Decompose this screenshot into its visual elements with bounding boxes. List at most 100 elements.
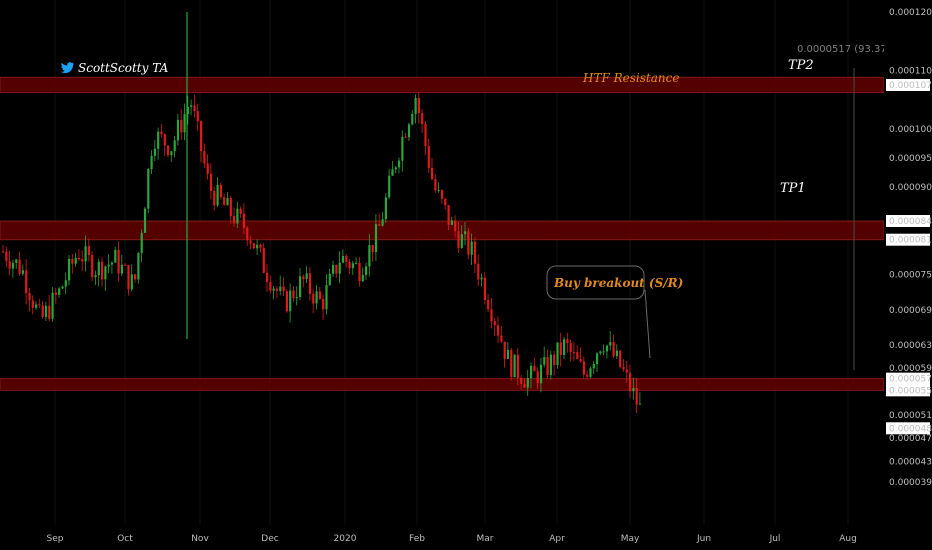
candle-body — [454, 220, 457, 232]
candle-body — [516, 354, 519, 378]
candle-body — [487, 299, 490, 310]
candle-body — [351, 263, 354, 269]
candle-body — [315, 291, 318, 304]
candle-body — [77, 257, 81, 260]
candle-body — [407, 124, 411, 138]
candle-body — [213, 190, 216, 206]
candle-body — [596, 353, 599, 365]
candle-body — [183, 114, 186, 133]
candle-body — [200, 121, 203, 152]
candle-body — [368, 244, 371, 267]
candle-body — [622, 366, 625, 370]
candle-body — [404, 136, 407, 138]
candle-body — [2, 251, 5, 253]
candle-body — [563, 339, 566, 355]
candle-body — [35, 304, 38, 308]
candle-body — [275, 288, 279, 291]
candle-body — [480, 277, 483, 280]
candle-body — [609, 342, 612, 346]
candle-body — [533, 365, 536, 372]
candle-body — [355, 262, 358, 264]
candle-body — [632, 388, 635, 392]
candle-body — [335, 264, 338, 274]
candle-body — [341, 255, 345, 263]
candle-body — [64, 280, 67, 287]
candle-body — [71, 258, 74, 264]
y-tick-label: 0.0000487 — [889, 424, 932, 434]
candle-body — [384, 197, 387, 220]
candle-body — [170, 151, 173, 156]
candle-body — [272, 288, 275, 291]
candle-body — [440, 190, 444, 199]
candle-body — [120, 264, 123, 274]
candle-body — [308, 273, 312, 294]
candle-body — [229, 197, 232, 217]
candle-body — [374, 224, 378, 253]
candle-body — [91, 255, 94, 278]
candle-body — [163, 134, 166, 146]
candle-body — [61, 286, 64, 289]
x-tick-label: Sep — [47, 534, 64, 544]
candle-body — [137, 252, 140, 280]
candle-body — [381, 219, 384, 226]
candle-body — [431, 167, 434, 179]
x-tick-label: Mar — [477, 534, 494, 544]
candle-body — [285, 291, 288, 312]
candle-body — [48, 305, 51, 319]
candle-body — [236, 208, 239, 224]
candle-body — [450, 220, 453, 225]
author-tag: ScottScotty TA — [61, 61, 169, 75]
y-tick-label: 0.0000395 — [889, 478, 932, 488]
candle-body — [74, 257, 77, 264]
x-tick-label: Dec — [261, 534, 278, 544]
candle-body — [186, 106, 189, 115]
candle-body — [31, 300, 34, 308]
x-tick-label: 2020 — [334, 534, 357, 544]
x-tick-label: Feb — [409, 534, 425, 544]
author-label: ScottScotty TA — [78, 61, 169, 75]
x-tick-label: Jul — [769, 534, 781, 544]
candle-body — [87, 246, 90, 256]
candle-body — [345, 255, 348, 262]
candle-body — [117, 249, 120, 274]
candle-body — [358, 262, 361, 282]
candle-body — [503, 341, 506, 359]
x-tick-label: Apr — [549, 534, 565, 544]
candle-body — [84, 246, 87, 262]
candle-body — [25, 270, 28, 293]
candle-body — [206, 163, 209, 174]
measure-label: 0.0000517 (93.37%) — [797, 44, 900, 55]
candle-body — [378, 224, 381, 226]
candle-body — [167, 145, 170, 156]
candle-body — [371, 244, 374, 253]
candle-body — [173, 140, 176, 152]
candle-body — [546, 357, 549, 376]
y-tick-label: 0.0001075 — [889, 81, 932, 91]
candle-body — [21, 270, 24, 274]
candle-body — [467, 231, 470, 255]
candle-body — [411, 113, 414, 125]
candle-body — [394, 167, 397, 170]
candle-body — [209, 173, 213, 191]
breakout-box — [546, 265, 645, 300]
candle-body — [526, 378, 529, 388]
candle-body — [447, 205, 450, 225]
candle-body — [460, 234, 463, 248]
price-label-box — [886, 233, 930, 246]
candle-body — [41, 305, 44, 317]
candle-body — [434, 178, 437, 191]
breakout-label: Buy breakout (S/R) — [553, 276, 683, 290]
x-tick-label: Aug — [839, 534, 857, 544]
candle-body — [249, 240, 252, 244]
candle-body — [160, 131, 163, 135]
price-label-box — [886, 422, 930, 435]
candle-body — [322, 298, 325, 310]
candle-body — [269, 281, 272, 291]
